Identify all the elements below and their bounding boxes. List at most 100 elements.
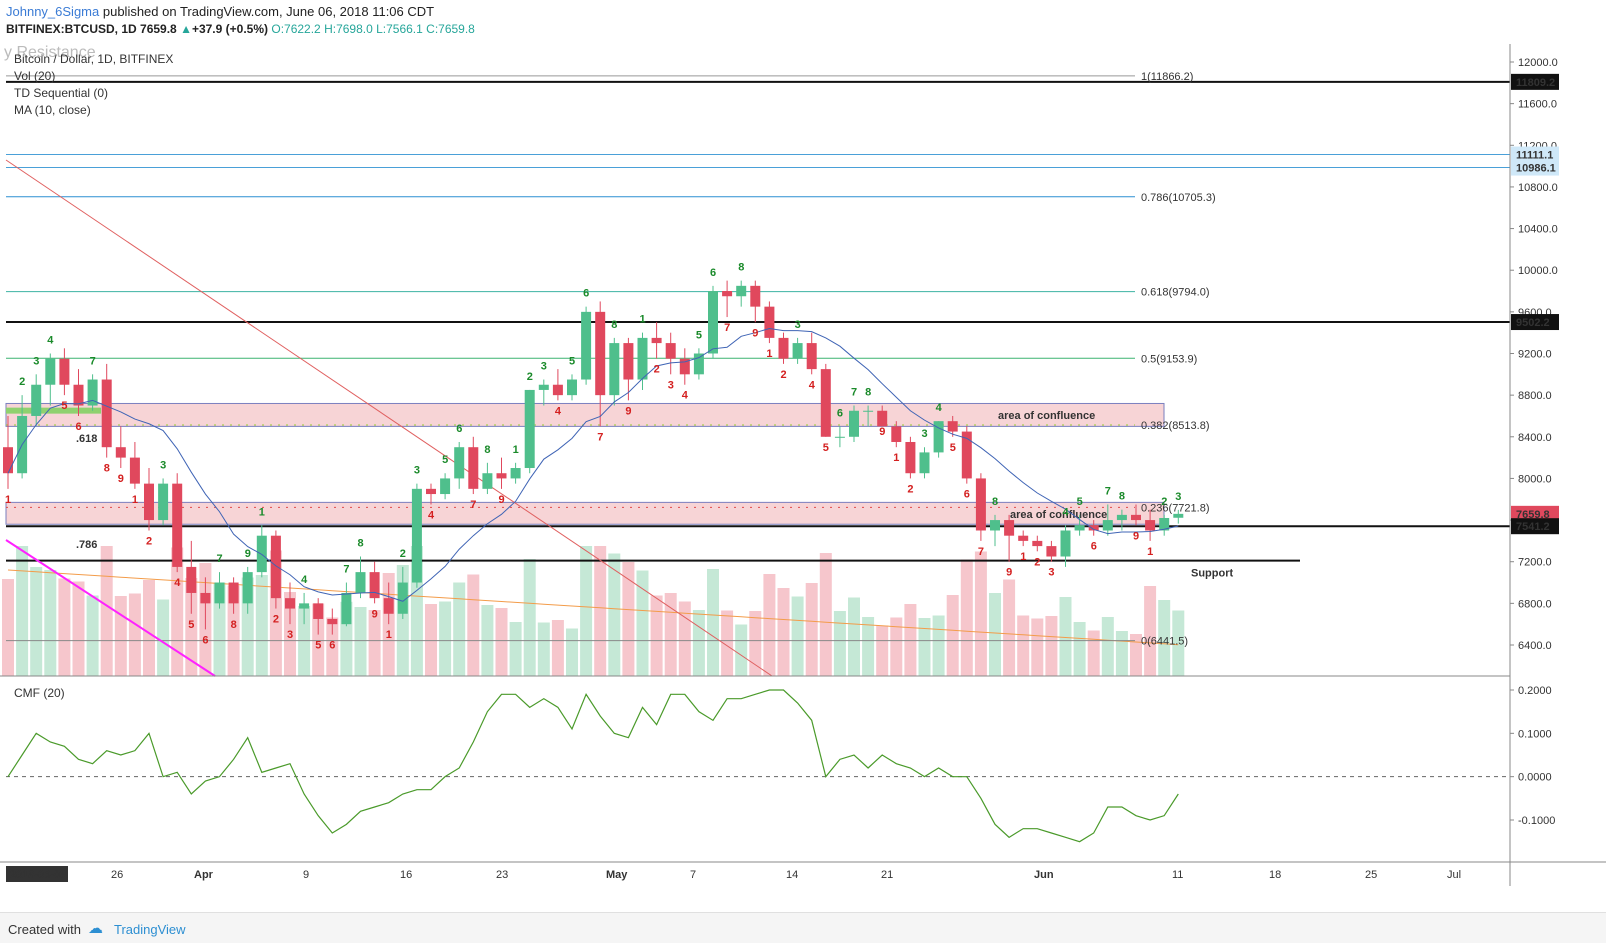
last-price: 7659.8 [140,22,177,36]
td-count-green: 4 [1063,506,1070,518]
volume-bar [749,611,762,676]
candle-body [595,311,606,396]
volume-bar [692,610,705,676]
candle-body [468,447,479,489]
candle-body [186,566,197,593]
td-count-red: 5 [950,442,956,454]
td-count-red: 4 [682,390,689,402]
volume-bar [1172,610,1185,676]
price-label-box [1511,73,1559,90]
price-tick-label: 8800.0 [1518,390,1552,402]
symbol-header: BITFINEX:BTCUSD, 1D 7659.8 ▲+37.9 (+0.5%… [6,22,475,36]
volume-bar [678,601,691,676]
price-tick-label: 8000.0 [1518,473,1552,485]
candle-body [1018,535,1029,541]
candle-body [1004,520,1015,536]
volume-bar [594,546,607,676]
candle-body [45,358,56,385]
td-count-red: 7 [470,499,476,511]
candle-body [496,473,507,479]
up-arrow-icon: ▲ [180,22,192,36]
td-count-green: 7 [1105,485,1111,497]
price-label-box [1511,505,1559,522]
candle-body [665,343,676,359]
td-count-green: 5 [696,329,702,341]
fib-label: 0.5(9153.9) [1141,353,1197,365]
candle-body [510,468,521,479]
price-tick-label: 6400.0 [1518,640,1552,652]
volume-bar [805,583,818,676]
volume-bar [566,628,578,676]
volume-bar [890,617,903,676]
volume-bar [72,581,85,676]
confluence-label-upper: area of confluence [998,410,1095,422]
fib-levels: Support .618 .786 [5,75,1510,677]
fib-label: 0.236(7721.8) [1141,502,1210,514]
candle-body [1088,525,1099,531]
volume-bar [227,585,240,676]
volume-bar [1059,597,1072,676]
candles[interactable] [3,280,1184,635]
td-count-red: 9 [499,494,505,506]
legend-series[interactable]: Bitcoin / Dollar, 1D, BITFINEX [14,52,174,66]
author-link[interactable]: Johnny_6Sigma [6,4,100,19]
legend-ma[interactable]: MA (10, close) [14,103,91,117]
tradingview-link[interactable]: TradingView [114,922,186,937]
price-tick-label: 7200.0 [1518,557,1552,569]
volume-bar [509,622,522,676]
volume-bar [368,610,381,676]
td-count-red: 8 [104,463,110,475]
ohlc-values: O:7622.2 H:7698.0 L:7566.1 C:7659.8 [271,22,475,36]
volume-bar [791,596,804,676]
volume-bar [1087,630,1100,676]
legend-cmf[interactable]: CMF (20) [14,686,65,700]
volume-bar [100,546,113,676]
td-count-red: 2 [146,535,152,547]
candle-body [778,337,789,359]
fib-label: 1(11866.2) [1141,71,1193,83]
td-count-green: 1 [513,444,519,456]
candle-body [919,452,930,474]
time-tick-label: May [606,869,628,881]
legend-td[interactable]: TD Sequential (0) [14,86,109,100]
date-badge-text: 2018-03-08 [10,869,66,881]
td-count-red: 9 [118,473,124,485]
td-count-red: 9 [879,426,885,438]
td-count-red: 9 [372,608,378,620]
td-count-red: 6 [329,640,335,652]
legend-vol[interactable]: Vol (20) [14,69,56,83]
volume-bar [537,622,550,676]
td-count-red: 5 [61,400,67,412]
candle-body [242,572,253,604]
candle-body [623,343,634,380]
candle-body [609,343,620,396]
price-label-box [1511,146,1559,163]
candle-body [651,337,662,344]
td-count-red: 2 [907,483,913,495]
candle-body [806,343,817,370]
candle-body [552,384,563,396]
time-tick-label: 11 [1172,869,1183,881]
candle-body [1102,520,1113,531]
publish-info: published on TradingView.com, June 06, 2… [102,4,435,19]
candle-body [1159,517,1170,531]
candle-body [454,447,465,479]
td-count-red: 2 [273,614,279,626]
td-count-red: 5 [188,619,194,631]
price-label-text: 11809.2 [1516,77,1555,89]
candle-body [59,358,70,385]
td-count-red: 4 [174,577,181,589]
td-count-green: 4 [936,402,943,414]
td-count-red: 6 [76,421,82,433]
volume-bar [960,559,973,676]
volume-bar [326,617,339,676]
td-count-red: 5 [315,640,321,652]
td-count-green: 3 [1175,491,1181,503]
td-count-red: 4 [809,379,816,391]
candle-body [313,603,324,619]
td-count-red: 2 [1034,556,1040,568]
time-tick-label: 9 [303,869,309,881]
price-label-text: 7541.2 [1516,521,1550,533]
candle-body [327,618,338,625]
